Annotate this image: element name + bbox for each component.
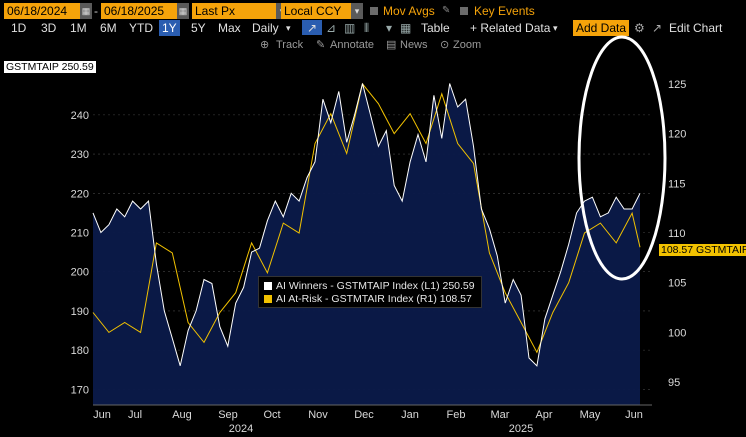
edit-chart-icon[interactable]: ↗ [652,21,663,35]
zoom-icon[interactable]: ⊙ [440,39,450,51]
period-1y[interactable]: 1Y [159,20,180,36]
right-tick-label: 120 [668,129,686,141]
period-ytd[interactable]: YTD [129,21,153,35]
x-tick-label: Oct [263,409,280,421]
left-last-value-tag: GSTMTAIP 250.59 [4,61,96,73]
right-tick-label: 125 [668,79,686,91]
price-field-select[interactable]: Last Px [192,3,276,19]
track-icon[interactable]: ⊕ [260,39,270,51]
ai-winners-line [92,83,641,367]
chart-legend: AI Winners - GSTMTAIP Index (L1) 250.59 … [258,276,482,308]
settings-icon[interactable]: ⚙ [634,21,645,35]
end-date-calendar-button[interactable]: ▦ [177,3,189,19]
table-button[interactable]: Table [421,21,450,35]
left-tick-label: 180 [71,345,89,357]
currency-select[interactable]: Local CCY [281,3,351,19]
line-chart-icon[interactable]: ↗ [302,20,322,35]
left-tick-label: 170 [71,384,89,396]
legend-swatch-white [264,282,272,291]
bar-chart-icon[interactable]: ▥ [344,21,356,35]
left-tick-label: 230 [71,149,89,161]
legend-swatch-yellow [264,295,272,304]
x-tick-label: Feb [447,409,466,421]
left-tick-label: 210 [71,228,89,240]
zoom-tool[interactable]: Zoom [453,39,482,51]
mov-avgs-edit-icon[interactable]: ✎ [442,5,451,16]
x-tick-label: Jul [128,409,142,421]
period-5y[interactable]: 5Y [191,21,206,35]
annotate-icon[interactable]: ✎ [316,39,326,51]
date-separator: - [94,4,98,18]
legend-label-ai-at-risk: AI At-Risk - GSTMTAIR Index (R1) 108.57 [276,293,472,305]
end-date-field[interactable]: 06/18/2025 [101,3,177,19]
right-tick-label: 100 [668,327,686,339]
period-6m[interactable]: 6M [100,21,117,35]
left-tick-label: 190 [71,306,89,318]
chart-style-icon[interactable]: ⊿ [326,21,337,35]
period-1d[interactable]: 1D [11,21,27,35]
currency-dropdown-button[interactable]: ▾ [351,3,363,19]
x-tick-label: Dec [354,409,374,421]
left-tick-label: 200 [71,267,89,279]
ai-winners-area [93,83,640,405]
right-axis-ticks: 95 100 105 110 115 120 125 [668,79,686,389]
period-1m[interactable]: 1M [70,21,87,35]
frequency-chevron-down-icon[interactable]: ▾ [286,23,291,33]
candlestick-icon[interactable]: ⫴ [364,21,370,35]
left-tick-label: 240 [71,110,89,122]
period-3d[interactable]: 3D [41,21,57,35]
related-data-button[interactable]: + Related Data [470,21,551,35]
period-max[interactable]: Max [218,21,241,35]
x-tick-label: Jun [625,409,643,421]
x-tick-label: Mar [491,409,510,421]
start-date-field[interactable]: 06/18/2024 [4,3,80,19]
toolbar-row-1: 06/18/2024 ▦ - 06/18/2025 ▦ Last Px ▾ Lo… [0,2,746,20]
start-date-calendar-button[interactable]: ▦ [80,3,92,19]
left-tick-label: 220 [71,188,89,200]
add-data-button[interactable]: Add Data [573,20,630,36]
left-axis-ticks: 170 180 190 200 210 220 230 240 [71,110,89,396]
highlight-circle-annotation [577,35,667,281]
chart-type-dropdown-icon[interactable]: ▾ [386,21,393,35]
news-icon[interactable]: ▤ [386,39,397,51]
toolbar-row-3: ⊕ Track ✎ Annotate ▤ News ⊙ Zoom [0,37,746,53]
right-tick-label: 95 [668,377,680,389]
frequency-select[interactable]: Daily [252,21,279,35]
key-events-checkbox[interactable] [460,7,468,15]
related-data-chevron-down-icon[interactable]: ▾ [553,23,558,33]
mov-avgs-checkbox[interactable] [370,7,378,15]
x-year-label: 2024 [229,423,253,435]
x-tick-label: Jun [93,409,111,421]
annotate-tool[interactable]: Annotate [330,39,375,51]
right-tick-label: 105 [668,278,686,290]
right-tick-label: 115 [668,178,686,190]
x-tick-label: Aug [172,409,192,421]
x-tick-label: Jan [401,409,419,421]
x-tick-label: Apr [535,409,552,421]
mov-avgs-label[interactable]: Mov Avgs [383,4,435,18]
edit-chart-button[interactable]: Edit Chart [669,21,723,35]
legend-item-ai-at-risk: AI At-Risk - GSTMTAIR Index (R1) 108.57 [264,292,472,306]
toolbar-row-2: 1D 3D 1M 6M YTD 1Y 5Y Max Daily ▾ ↗ ⊿ ▥ … [0,20,746,36]
x-tick-label: May [580,409,601,421]
x-axis-ticks: Jun Jul Aug Sep Oct Nov Dec Jan Feb Mar Apr May Jun 2… [93,404,652,435]
x-tick-label: Nov [308,409,328,421]
right-last-value-tag: 108.57 GSTMTAIR [659,244,746,256]
legend-item-ai-winners: AI Winners - GSTMTAIP Index (L1) 250.59 [264,279,475,293]
ai-at-risk-line [92,82,641,354]
right-tick-label: 110 [668,228,686,240]
x-tick-label: Sep [218,409,238,421]
track-tool[interactable]: Track [276,39,304,51]
key-events-label[interactable]: Key Events [474,4,535,18]
legend-label-ai-winners: AI Winners - GSTMTAIP Index (L1) 250.59 [276,280,475,292]
x-year-label: 2025 [509,423,533,435]
table-icon[interactable]: ▦ [400,21,412,35]
news-tool[interactable]: News [400,39,428,51]
